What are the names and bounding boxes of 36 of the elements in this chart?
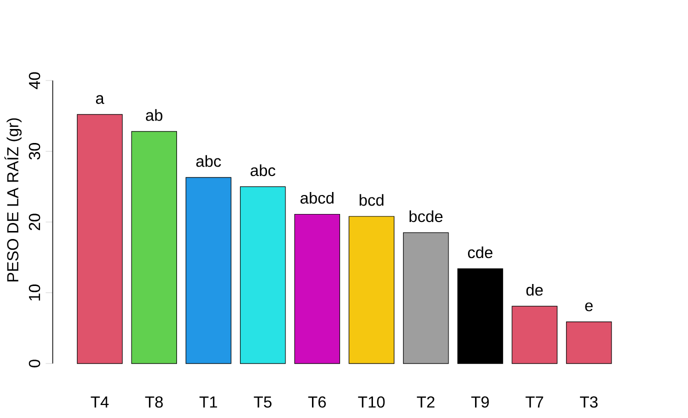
x-tick-label: T5 (254, 396, 272, 408)
x-tick-label: T1 (200, 396, 218, 408)
bar (186, 177, 232, 364)
annotation: cde (468, 246, 492, 258)
x-tick-label: T7 (526, 396, 544, 408)
bar (512, 306, 558, 364)
annotation: abc (196, 155, 221, 167)
bar (131, 131, 177, 364)
y-tick-label: 10 (28, 284, 40, 300)
x-tick-label: T2 (416, 396, 434, 408)
annotation: e (585, 302, 593, 312)
bar (348, 216, 394, 364)
x-tick-label: T4 (90, 396, 109, 408)
x-tick-label: T9 (471, 396, 489, 408)
annotation: bcd (360, 194, 384, 206)
y-axis-title: PESO DE LA RAÍZ (gr) (4, 118, 22, 282)
x-tick-label: T3 (580, 396, 598, 408)
bar (76, 114, 123, 364)
bar (294, 214, 340, 364)
annotation: a (96, 95, 104, 104)
annotation: abc (250, 164, 276, 176)
y-tick-label: 20 (28, 214, 40, 230)
x-tick-label: T8 (145, 396, 163, 408)
y-tick-label: 30 (28, 143, 40, 160)
x-tick-label: T10 (358, 396, 385, 408)
bar (566, 321, 612, 364)
bar (240, 186, 286, 364)
annotation: abcd (300, 192, 334, 204)
x-tick-label: T6 (308, 396, 326, 408)
annotation: ab (146, 109, 162, 121)
annotation: bcde (410, 210, 443, 222)
y-tick-label: 40 (28, 72, 40, 90)
y-tick-label: 0 (28, 360, 40, 368)
bar (403, 232, 449, 364)
annotation: de (526, 284, 543, 296)
bar (457, 268, 504, 364)
